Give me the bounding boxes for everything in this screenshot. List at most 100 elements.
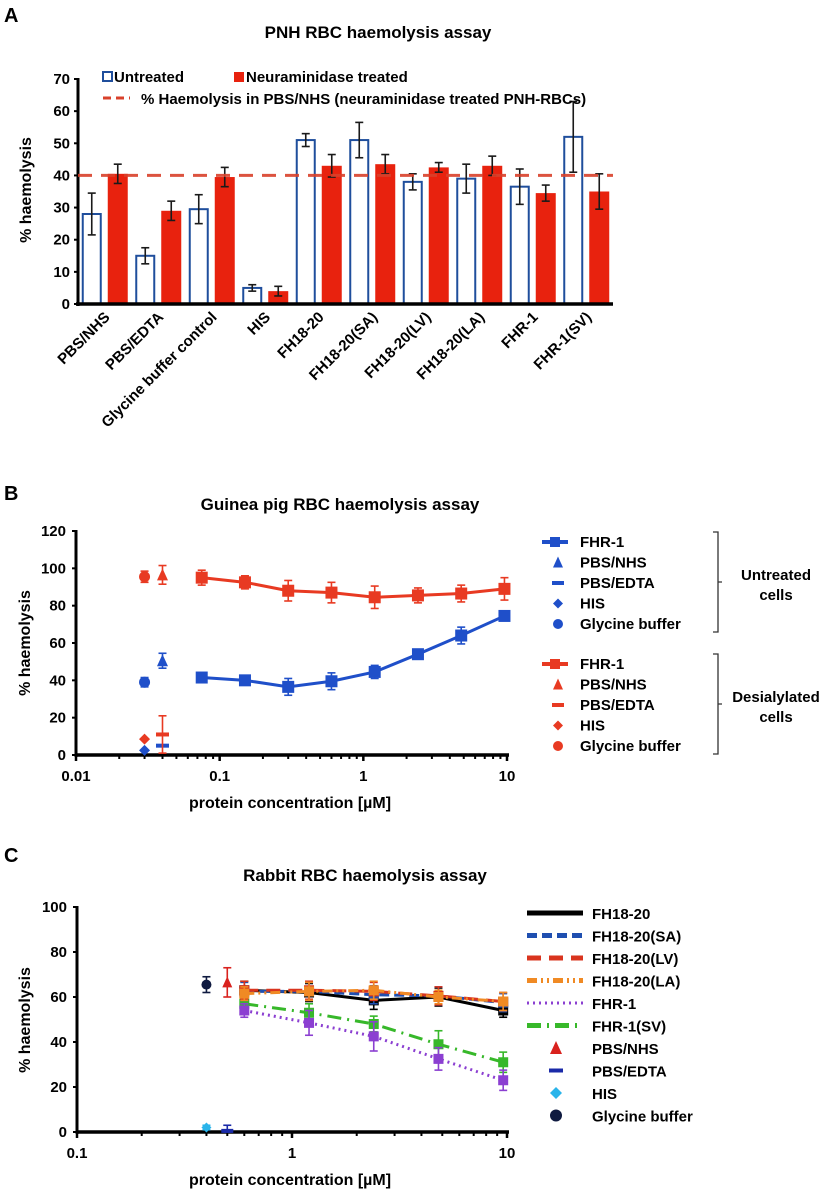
panel-a-y-tick-label: 60 xyxy=(53,103,70,120)
panel-letter-b: B xyxy=(4,483,18,505)
panel-c-title: Rabbit RBC haemolysis assay xyxy=(243,866,487,885)
legend-marker xyxy=(550,537,560,547)
legend-group-label: Desialylated xyxy=(732,689,820,706)
legend-label: FH18-20 xyxy=(592,906,650,923)
data-point xyxy=(455,629,468,642)
bar-neuraminidase-treated xyxy=(482,165,503,304)
bar-neuraminidase-treated xyxy=(589,191,610,304)
legend-marker xyxy=(553,741,563,751)
bar-neuraminidase-treated xyxy=(268,291,289,304)
category-label: FH18-20 xyxy=(274,309,327,362)
panel-a-y-tick-label: 50 xyxy=(53,135,70,152)
panel-a-y-tick-label: 30 xyxy=(53,200,70,217)
panel-c-x-tick-label: 1 xyxy=(288,1145,296,1162)
control-point xyxy=(156,568,168,581)
legend-label: FH18-20(LV) xyxy=(592,951,678,968)
data-point xyxy=(455,587,468,600)
bar-neuraminidase-treated xyxy=(375,164,396,304)
legend-reference-line-label: % Haemolysis in PBS/NHS (neuraminidase t… xyxy=(141,91,586,108)
data-point xyxy=(411,589,424,602)
panel-a-y-tick-label: 0 xyxy=(62,296,70,313)
data-point xyxy=(238,576,251,589)
legend-bracket xyxy=(713,653,722,755)
bar-neuraminidase-treated xyxy=(321,165,342,304)
control-point xyxy=(201,1122,212,1133)
data-point xyxy=(368,1031,379,1042)
panel-b-y-tick-label: 100 xyxy=(41,560,66,577)
category-label: HIS xyxy=(244,309,274,339)
panel-a-title: PNH RBC haemolysis assay xyxy=(265,23,492,42)
panel-c-ylabel: % haemolysis xyxy=(17,967,34,1073)
panel-a-legend: Untreated Neuraminidase treated % Haemol… xyxy=(102,69,586,108)
data-point xyxy=(411,648,424,661)
panel-b-ylabel: % haemolysis xyxy=(17,590,34,696)
category-label: FHR-1(SV) xyxy=(531,309,595,373)
legend-marker xyxy=(552,581,564,585)
panel-c-y-tick-label: 100 xyxy=(42,899,67,916)
control-point xyxy=(139,571,151,583)
data-point xyxy=(239,988,250,999)
legend-marker xyxy=(549,1068,563,1073)
panel-b-y-tick-label: 40 xyxy=(49,672,66,689)
panel-c-legend: FH18-20 FH18-20(SA) FH18-20(LV) FH18-20(LA)… xyxy=(527,906,693,1126)
bar-neuraminidase-treated xyxy=(214,177,235,304)
legend-neuraminidase-swatch xyxy=(234,72,244,82)
data-point xyxy=(433,1053,444,1064)
legend-untreated-swatch xyxy=(102,71,113,82)
panel-a-y-tick-label: 40 xyxy=(53,167,70,184)
data-point xyxy=(238,674,251,687)
data-point xyxy=(368,591,381,604)
panel-c-y-tick-label: 0 xyxy=(59,1124,67,1141)
data-point xyxy=(433,1039,444,1050)
bar-untreated xyxy=(295,139,316,305)
panel-c-y-tick-label: 60 xyxy=(50,989,67,1006)
legend-marker xyxy=(553,556,563,568)
bar-neuraminidase-treated xyxy=(107,173,128,304)
data-point xyxy=(498,582,511,595)
series-line-fhr-1 xyxy=(201,576,505,599)
data-point xyxy=(498,996,509,1007)
legend-label: HIS xyxy=(592,1086,617,1103)
legend-marker xyxy=(552,703,564,707)
legend-label: PBS/EDTA xyxy=(592,1064,667,1081)
legend-bracket xyxy=(713,531,722,633)
data-point xyxy=(304,986,315,997)
legend-marker xyxy=(550,1041,562,1054)
legend-label: PBS/EDTA xyxy=(580,697,655,714)
panel-b-x-tick-label: 1 xyxy=(359,768,367,785)
data-point xyxy=(195,571,208,584)
panel-letter-a: A xyxy=(4,5,18,27)
panel-c-y-tick-label: 40 xyxy=(50,1034,67,1051)
legend-marker xyxy=(553,678,563,690)
data-point xyxy=(498,1075,509,1086)
panel-c-xlabel: protein concentration [µM] xyxy=(189,1172,391,1189)
data-point xyxy=(325,675,338,688)
data-point xyxy=(282,584,295,597)
legend-label: FH18-20(SA) xyxy=(592,929,681,946)
control-point xyxy=(155,732,169,737)
bar-neuraminidase-treated xyxy=(161,210,182,304)
legend-group-label: Untreated xyxy=(741,567,811,584)
legend-label: HIS xyxy=(580,596,605,613)
legend-neuraminidase-label: Neuraminidase treated xyxy=(246,69,408,86)
legend-label: PBS/NHS xyxy=(592,1041,659,1058)
legend-label: Glycine buffer xyxy=(592,1109,693,1126)
series-line xyxy=(244,988,504,1003)
data-point xyxy=(304,1017,315,1028)
panel-b-x-tick-label: 10 xyxy=(499,768,516,785)
legend-marker xyxy=(553,720,563,731)
data-point xyxy=(282,680,295,693)
legend-marker xyxy=(553,619,563,629)
panel-c-x-tick-label: 0.1 xyxy=(67,1145,88,1162)
control-point xyxy=(221,1128,234,1133)
panel-a-y-tick-label: 20 xyxy=(53,232,70,249)
legend-marker xyxy=(550,659,560,669)
panel-b-y-tick-label: 80 xyxy=(49,598,66,615)
legend-label: FHR-1 xyxy=(580,534,624,551)
panel-c-x-tick-label: 10 xyxy=(499,1145,516,1162)
panel-b-x-tick-label: 0.01 xyxy=(61,768,90,785)
legend-marker xyxy=(550,1109,562,1122)
bar-untreated xyxy=(456,177,477,305)
panel-b-legend: FHR-1 PBS/NHS PBS/EDTA HIS Glycine buffer Unt… xyxy=(542,531,820,755)
